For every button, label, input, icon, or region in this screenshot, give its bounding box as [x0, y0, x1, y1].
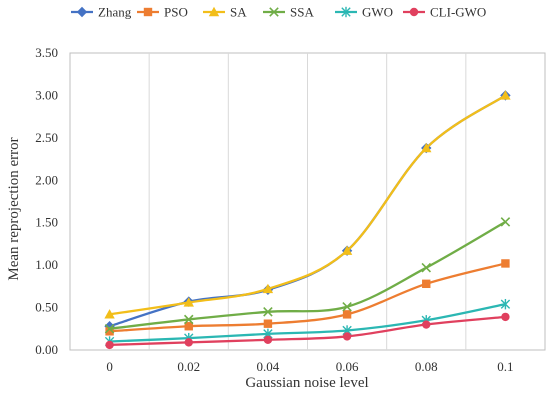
- data-point-sa: [262, 283, 274, 294]
- data-point-sa: [104, 309, 115, 319]
- data-point-ssa: [421, 262, 432, 273]
- data-point-ssa-stroke: [104, 324, 115, 334]
- legend-marker-stroke: [269, 7, 279, 17]
- data-point-cli-gwo: [501, 312, 510, 322]
- y-tick-label: 1.00: [35, 257, 58, 272]
- legend-label: PSO: [164, 5, 188, 20]
- data-point-ssa-stroke: [342, 301, 352, 312]
- series-line-cli-gwo: [109, 315, 506, 347]
- x-tick-label: 0.02: [177, 359, 200, 374]
- data-point-sa: [421, 142, 432, 153]
- data-point-ssa: [342, 301, 352, 312]
- data-point-ssa: [183, 314, 194, 325]
- y-tick-label: 0.00: [35, 342, 58, 357]
- legend-item-sa: SA: [203, 5, 247, 20]
- series-line-pso: [109, 262, 506, 333]
- legend-item-ssa: SSA: [263, 5, 314, 20]
- x-tick-label: 0: [106, 359, 113, 374]
- series-line-ssa: [109, 220, 506, 330]
- y-tick-label: 3.00: [35, 87, 58, 102]
- x-tick-label: 0.06: [336, 359, 359, 374]
- legend-marker: [269, 7, 279, 17]
- series-pso: [105, 259, 510, 336]
- legend-marker: [143, 7, 153, 17]
- legend-label: GWO: [362, 5, 393, 20]
- legend-item-zhang: Zhang: [71, 5, 132, 20]
- data-point-ssa-stroke: [421, 262, 432, 273]
- data-point-cli-gwo: [342, 332, 352, 341]
- y-tick-label: 3.50: [35, 45, 58, 60]
- legend-marker: [409, 7, 419, 17]
- x-axis-title: Gaussian noise level: [245, 375, 368, 391]
- legend-marker: [208, 6, 220, 17]
- x-tick-label: 0.1: [497, 359, 513, 374]
- data-point-pso: [342, 310, 352, 319]
- series-line-gwo: [109, 303, 506, 343]
- data-point-sa: [500, 90, 511, 100]
- data-point-cli-gwo: [263, 335, 273, 345]
- x-tick-label: 0.08: [415, 359, 438, 374]
- data-point-cli-gwo: [422, 320, 431, 329]
- y-tick-label: 2.00: [35, 172, 58, 187]
- data-point-pso: [263, 319, 273, 328]
- data-point-ssa-stroke: [183, 314, 194, 325]
- data-point-pso: [501, 259, 510, 268]
- plot-area: 0.00 0.50 1.00 1.50 2.00 2.50 3.00 3.50 0 0.02 0.0…: [35, 45, 546, 374]
- data-point-gwo: [500, 298, 511, 310]
- data-point-sa: [183, 297, 194, 307]
- data-point-ssa-stroke: [500, 217, 511, 227]
- legend-marker: [76, 6, 88, 18]
- data-point-cli-gwo: [105, 340, 114, 350]
- legend-item-cli-gwo: CLI-GWO: [403, 5, 486, 20]
- legend-label: SA: [230, 5, 247, 20]
- series-cli-gwo: [105, 312, 510, 350]
- y-tick-label: 1.50: [35, 215, 58, 230]
- data-point-ssa-stroke: [263, 307, 273, 317]
- data-point-pso: [184, 322, 193, 331]
- legend-item-gwo: GWO: [335, 5, 393, 20]
- series-sa: [104, 90, 511, 319]
- x-tick-label: 0.04: [257, 359, 280, 374]
- series-ssa: [104, 217, 511, 334]
- data-point-cli-gwo: [184, 338, 193, 347]
- data-point-ssa: [500, 217, 511, 227]
- y-axis-title: Mean reprojection error: [6, 137, 22, 280]
- y-tick-label: 2.50: [35, 130, 58, 145]
- data-point-ssa: [263, 307, 273, 317]
- data-point-ssa: [104, 324, 115, 334]
- legend-label: CLI-GWO: [430, 5, 486, 20]
- legend-label: Zhang: [98, 5, 132, 20]
- legend-marker: [341, 6, 351, 18]
- data-point-sa: [341, 245, 353, 255]
- legend-label: SSA: [290, 5, 314, 20]
- data-point-pso: [105, 327, 114, 336]
- y-tick-label: 0.50: [35, 300, 58, 315]
- data-point-pso: [422, 279, 431, 289]
- legend: Zhang PSO SA SSA GWO CLI-GWO: [71, 5, 486, 20]
- legend-item-pso: PSO: [137, 5, 188, 20]
